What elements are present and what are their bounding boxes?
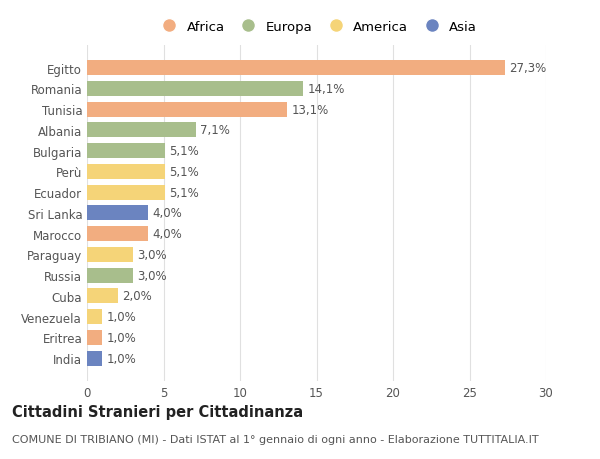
Text: 5,1%: 5,1% (170, 186, 199, 199)
Text: 4,0%: 4,0% (153, 207, 182, 220)
Legend: Africa, Europa, America, Asia: Africa, Europa, America, Asia (151, 16, 482, 39)
Text: COMUNE DI TRIBIANO (MI) - Dati ISTAT al 1° gennaio di ogni anno - Elaborazione T: COMUNE DI TRIBIANO (MI) - Dati ISTAT al … (12, 434, 539, 444)
Text: 14,1%: 14,1% (307, 83, 344, 96)
Text: 7,1%: 7,1% (200, 124, 230, 137)
Text: 5,1%: 5,1% (170, 145, 199, 158)
Bar (87, 61, 505, 76)
Bar (87, 227, 148, 241)
Bar (87, 351, 102, 366)
Bar (87, 165, 165, 179)
Bar (87, 102, 287, 118)
Bar (87, 268, 133, 283)
Text: 1,0%: 1,0% (107, 331, 137, 344)
Bar (87, 82, 303, 97)
Text: 27,3%: 27,3% (509, 62, 547, 75)
Text: 5,1%: 5,1% (170, 166, 199, 179)
Bar (87, 247, 133, 262)
Text: 1,0%: 1,0% (107, 310, 137, 324)
Text: 2,0%: 2,0% (122, 290, 152, 302)
Bar (87, 289, 118, 304)
Bar (87, 144, 165, 159)
Text: 3,0%: 3,0% (137, 269, 167, 282)
Text: 13,1%: 13,1% (292, 103, 329, 117)
Bar (87, 123, 196, 138)
Bar (87, 206, 148, 221)
Bar (87, 185, 165, 200)
Bar (87, 330, 102, 345)
Text: Cittadini Stranieri per Cittadinanza: Cittadini Stranieri per Cittadinanza (12, 404, 303, 419)
Text: 1,0%: 1,0% (107, 352, 137, 365)
Text: 3,0%: 3,0% (137, 248, 167, 261)
Text: 4,0%: 4,0% (153, 228, 182, 241)
Bar (87, 309, 102, 325)
